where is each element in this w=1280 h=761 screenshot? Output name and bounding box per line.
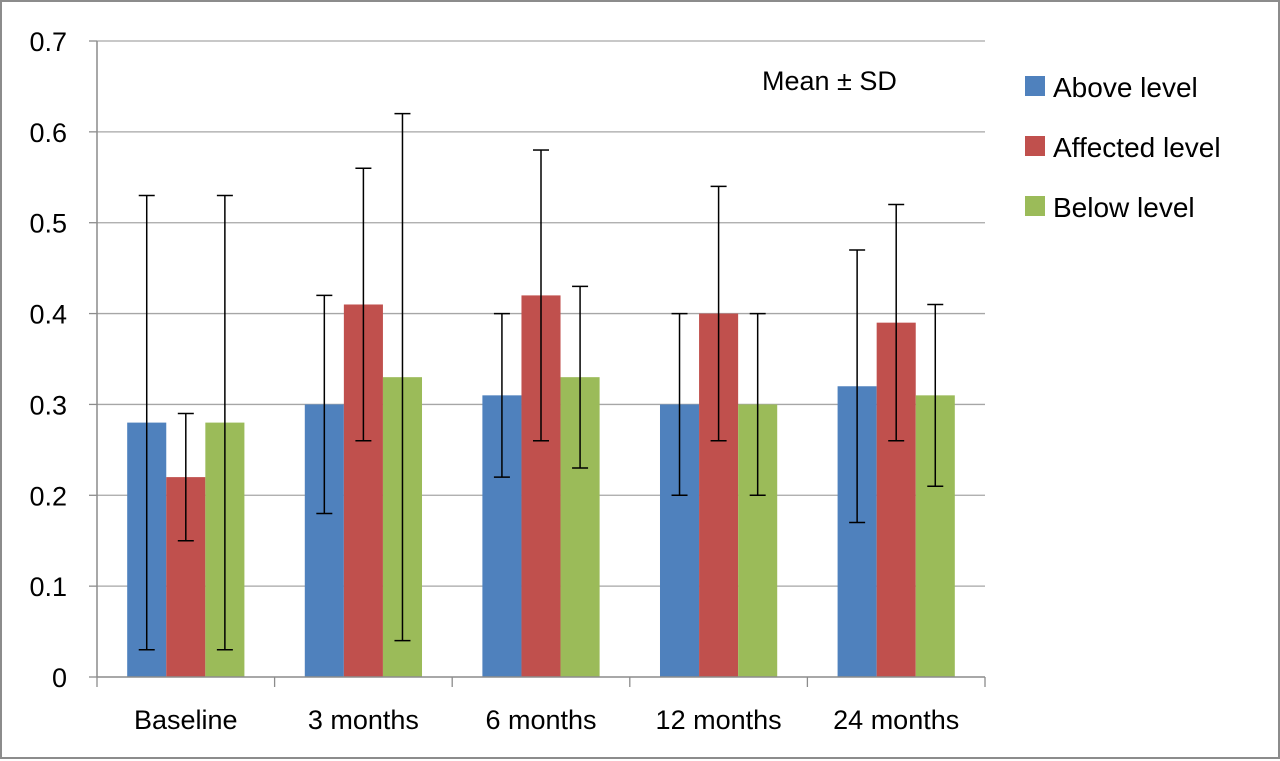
legend-swatch	[1025, 76, 1045, 96]
y-tick-label: 0.6	[29, 118, 67, 148]
y-tick-label: 0.7	[29, 27, 67, 57]
y-tick-label: 0.5	[29, 209, 67, 239]
x-category-label: Baseline	[134, 705, 238, 735]
y-tick-label: 0.2	[29, 481, 67, 511]
y-tick-labels: 0 0.1 0.2 0.3 0.4 0.5 0.6 0.7	[29, 27, 67, 693]
legend-swatch	[1025, 136, 1045, 156]
x-category-label: 24 months	[833, 705, 959, 735]
legend: Above level Affected level Below level	[1025, 72, 1221, 223]
y-tick-label: 0.4	[29, 300, 67, 330]
legend-label: Below level	[1053, 192, 1195, 223]
y-tick-label: 0.1	[29, 572, 67, 602]
y-tick-label: 0.3	[29, 390, 67, 420]
y-tick-label: 0	[52, 663, 67, 693]
x-category-label: 12 months	[656, 705, 782, 735]
axes	[89, 40, 986, 687]
error-bars	[138, 112, 944, 651]
x-category-label: 6 months	[485, 705, 596, 735]
x-category-labels: Baseline 3 months 6 months 12 months 24 mont…	[134, 705, 959, 735]
legend-label: Affected level	[1053, 132, 1221, 163]
x-category-label: 3 months	[308, 705, 419, 735]
legend-swatch	[1025, 196, 1045, 216]
mean-sd-annotation: Mean ± SD	[762, 66, 897, 96]
legend-label: Above level	[1053, 72, 1198, 103]
